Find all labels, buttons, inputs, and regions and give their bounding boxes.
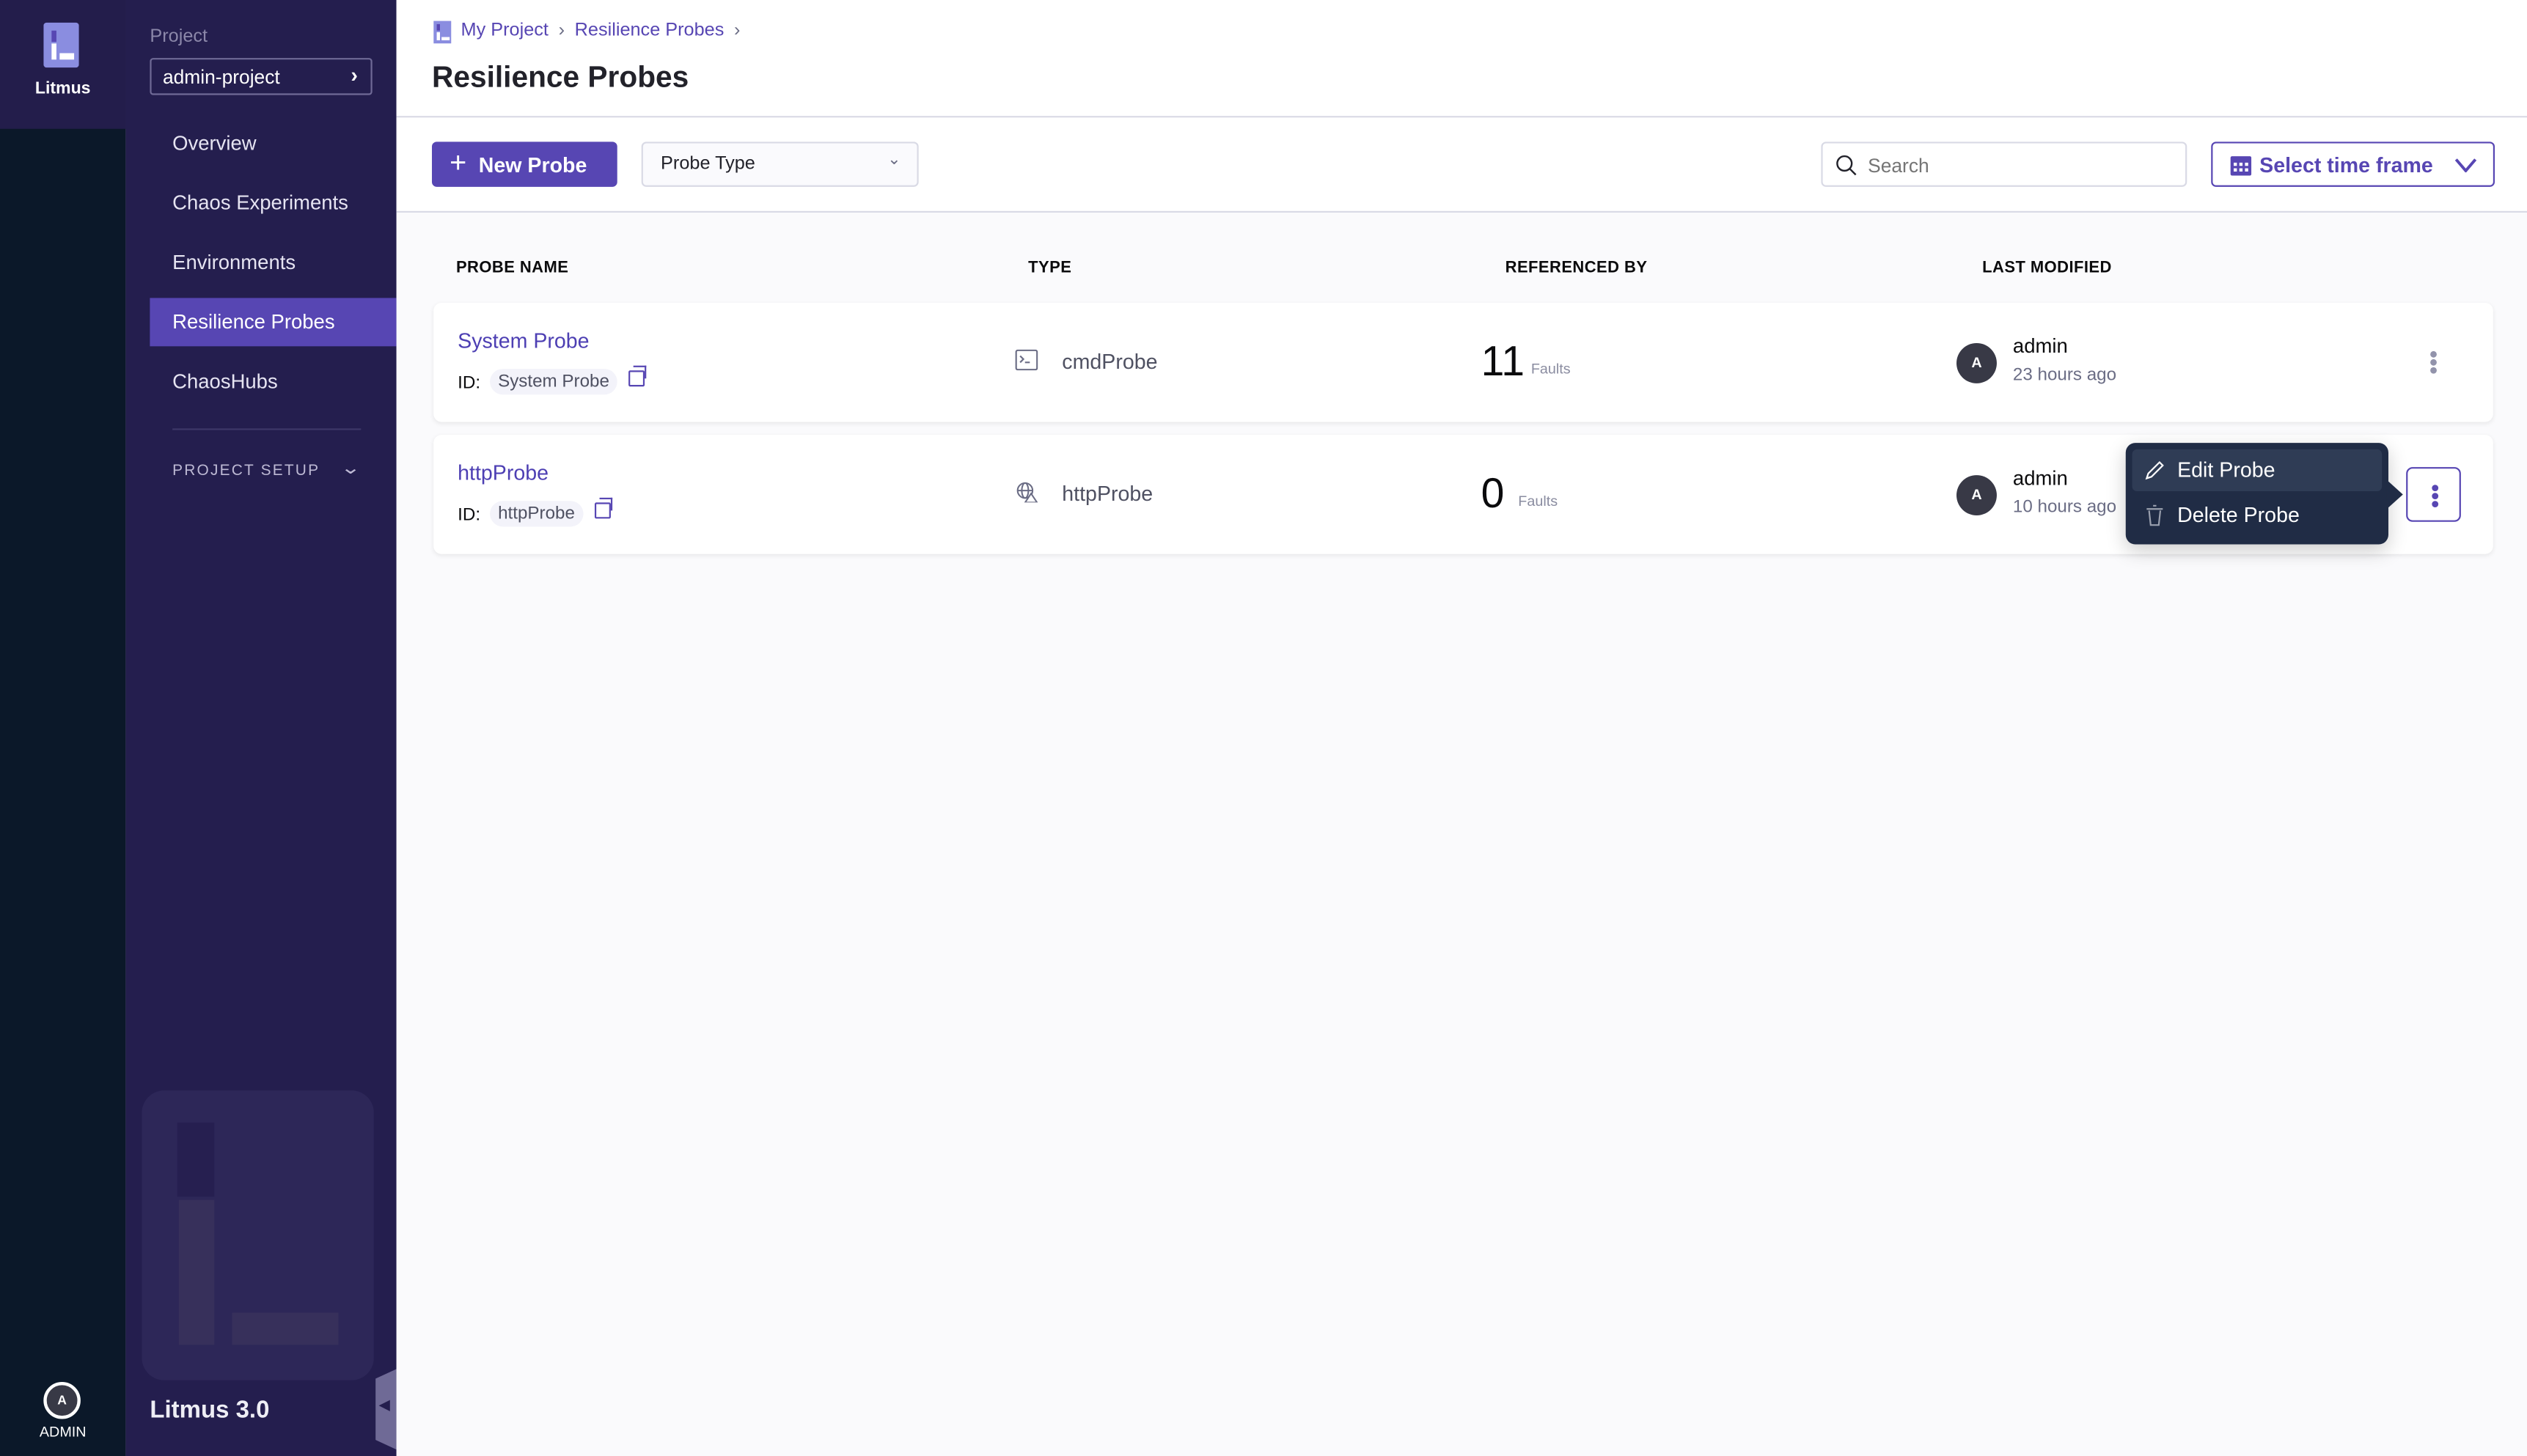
brand-block[interactable]: Litmus bbox=[0, 0, 126, 129]
plus-icon: + bbox=[450, 146, 467, 179]
time-frame-selector[interactable]: Select time frame bbox=[2211, 141, 2495, 187]
modified-time: 10 hours ago bbox=[2012, 497, 2117, 518]
time-frame-label: Select time frame bbox=[2259, 152, 2433, 177]
user-avatar[interactable]: A bbox=[43, 1381, 81, 1419]
project-setup-label: PROJECT SETUP bbox=[172, 462, 320, 480]
reference-unit: Faults bbox=[1518, 493, 1558, 510]
probe-type-dropdown[interactable]: Probe Type ⌄ bbox=[641, 141, 919, 187]
divider bbox=[172, 428, 362, 430]
project-setup-toggle[interactable]: PROJECT SETUP ⌄ bbox=[172, 451, 361, 490]
page-title: Resilience Probes bbox=[431, 59, 689, 94]
probe-id: httpProbe bbox=[490, 501, 583, 527]
reference-count: 11 bbox=[1481, 337, 1525, 386]
modified-by: admin bbox=[2012, 467, 2068, 490]
row-actions-menu: Edit Probe Delete Probe bbox=[2125, 443, 2403, 545]
project-selector[interactable]: admin-project › bbox=[150, 58, 373, 95]
id-label: ID: bbox=[458, 373, 481, 394]
toolbar: + New Probe Probe Type ⌄ Select time fra… bbox=[396, 117, 2527, 213]
probe-name-link[interactable]: System Probe bbox=[458, 328, 590, 353]
caret-left-icon: ◀ bbox=[378, 1396, 390, 1413]
table-row[interactable]: System Probe ID: System Probe cmdProbe 1… bbox=[433, 303, 2493, 422]
search-icon bbox=[1836, 155, 1857, 176]
project-logo-icon bbox=[433, 21, 452, 44]
more-options-button[interactable] bbox=[2406, 335, 2461, 390]
sidebar-item-resilience-probes[interactable]: Resilience Probes bbox=[150, 298, 397, 347]
avatar: A bbox=[1956, 342, 1997, 383]
copy-icon[interactable] bbox=[594, 497, 613, 519]
column-header-referenced-by: REFERENCED BY bbox=[1505, 259, 1648, 277]
breadcrumb: My Project › Resilience Probes › bbox=[461, 21, 745, 40]
probe-type-label: Probe Type bbox=[661, 154, 755, 174]
reference-unit: Faults bbox=[1530, 361, 1571, 378]
modified-by: admin bbox=[2012, 334, 2068, 358]
search-field[interactable] bbox=[1821, 141, 2187, 187]
new-probe-label: New Probe bbox=[478, 152, 587, 177]
column-header-probe-name: PROBE NAME bbox=[455, 259, 569, 277]
calendar-icon bbox=[2230, 156, 2252, 176]
collapse-sidebar-button[interactable]: ◀ bbox=[375, 1369, 397, 1450]
pencil-icon bbox=[2145, 460, 2164, 480]
chevron-right-icon: › bbox=[351, 62, 358, 87]
probe-id: System Probe bbox=[490, 369, 617, 395]
chevron-right-icon: › bbox=[558, 21, 565, 40]
menu-item-label: Edit Probe bbox=[2177, 457, 2275, 482]
litmus-logo-icon bbox=[43, 22, 79, 68]
modified-time: 23 hours ago bbox=[2012, 365, 2117, 386]
chevron-down-icon: ⌄ bbox=[887, 151, 901, 169]
page-header: My Project › Resilience Probes › Resilie… bbox=[396, 0, 2527, 118]
probe-type: httpProbe bbox=[1062, 481, 1154, 506]
probe-type: cmdProbe bbox=[1062, 349, 1158, 374]
sidebar: Project admin-project › Overview Chaos E… bbox=[125, 0, 397, 1456]
sidebar-item-environments[interactable]: Environments bbox=[172, 251, 296, 274]
globe-icon bbox=[1016, 482, 1038, 503]
sidebar-item-overview[interactable]: Overview bbox=[172, 132, 257, 155]
menu-item-label: Delete Probe bbox=[2177, 502, 2300, 527]
sidebar-item-chaos-experiments[interactable]: Chaos Experiments bbox=[172, 191, 348, 215]
chevron-down-icon bbox=[2454, 158, 2477, 173]
trash-icon bbox=[2146, 504, 2163, 526]
brand-name: Litmus bbox=[34, 78, 91, 99]
user-label: ADMIN bbox=[39, 1424, 87, 1441]
breadcrumb-my-project[interactable]: My Project bbox=[461, 21, 549, 40]
sidebar-item-chaoshubs[interactable]: ChaosHubs bbox=[172, 370, 278, 394]
reference-count: 0 bbox=[1481, 468, 1505, 518]
main-content: My Project › Resilience Probes › Resilie… bbox=[396, 0, 2527, 1456]
column-header-last-modified: LAST MODIFIED bbox=[1982, 259, 2112, 277]
more-options-button[interactable] bbox=[2406, 467, 2461, 522]
nav-rail: Litmus A ADMIN bbox=[0, 0, 126, 1456]
menu-item-delete-probe[interactable]: Delete Probe bbox=[2132, 494, 2383, 536]
breadcrumb-resilience-probes[interactable]: Resilience Probes bbox=[574, 21, 725, 40]
project-name: admin-project bbox=[162, 66, 280, 89]
project-label: Project bbox=[150, 27, 208, 47]
menu-item-edit-probe[interactable]: Edit Probe bbox=[2132, 449, 2383, 492]
column-header-type: TYPE bbox=[1028, 259, 1072, 277]
new-probe-button[interactable]: + New Probe bbox=[431, 141, 617, 187]
terminal-icon bbox=[1015, 349, 1038, 371]
probe-name-link[interactable]: httpProbe bbox=[458, 460, 549, 485]
id-label: ID: bbox=[458, 505, 481, 526]
avatar: A bbox=[1956, 475, 1997, 516]
search-input[interactable] bbox=[1864, 150, 2178, 183]
chevron-down-icon: ⌄ bbox=[340, 459, 361, 479]
litmus-watermark-icon bbox=[142, 1090, 374, 1380]
chevron-right-icon: › bbox=[733, 21, 741, 40]
version-label: Litmus 3.0 bbox=[150, 1396, 270, 1424]
copy-icon[interactable] bbox=[628, 365, 647, 387]
